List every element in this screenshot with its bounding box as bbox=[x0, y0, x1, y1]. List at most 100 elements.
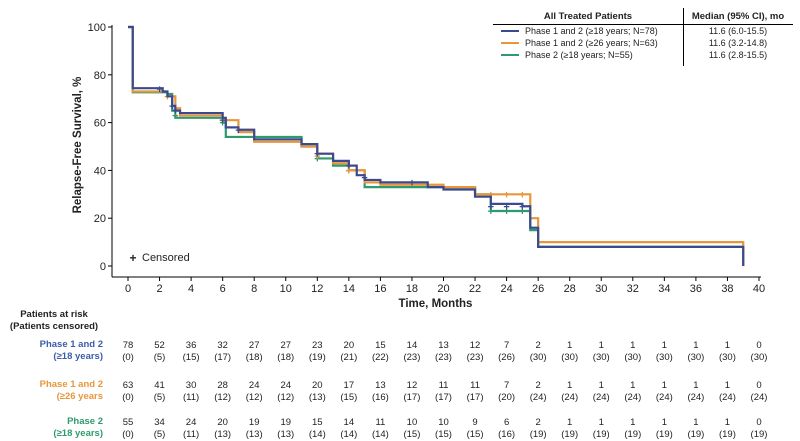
legend-swatch bbox=[501, 42, 519, 44]
x-tick-label: 4 bbox=[188, 283, 194, 295]
risk-at-count: 13 bbox=[375, 380, 386, 391]
legend-entry-median: 11.6 (6.0-15.5) bbox=[708, 26, 768, 36]
risk-censored-count: (14) bbox=[340, 429, 357, 440]
risk-censored-count: (23) bbox=[403, 352, 420, 363]
risk-at-count: 1 bbox=[693, 417, 698, 428]
risk-censored-count: (26) bbox=[498, 352, 515, 363]
risk-censored-count: (0) bbox=[122, 352, 134, 363]
x-tick-label: 30 bbox=[595, 283, 607, 295]
risk-at-count: 7 bbox=[504, 340, 509, 351]
risk-censored-count: (18) bbox=[277, 352, 294, 363]
censored-legend-marker: + bbox=[129, 251, 136, 265]
risk-title-line1: Patients at risk bbox=[20, 309, 88, 320]
y-tick-label: 20 bbox=[94, 213, 106, 225]
censor-mark: + bbox=[519, 206, 525, 218]
risk-at-count: 1 bbox=[599, 340, 604, 351]
risk-at-count: 0 bbox=[756, 417, 761, 428]
risk-at-count: 15 bbox=[312, 417, 323, 428]
y-axis-title: Relapse-Free Survival, % bbox=[72, 77, 84, 214]
risk-censored-count: (21) bbox=[340, 352, 357, 363]
series-line bbox=[128, 25, 745, 266]
censor-mark: + bbox=[314, 149, 320, 161]
risk-censored-count: (17) bbox=[403, 392, 420, 403]
x-tick-label: 38 bbox=[721, 283, 733, 295]
risk-at-count: 1 bbox=[630, 380, 635, 391]
risk-at-count: 11 bbox=[439, 380, 449, 391]
censor-mark: + bbox=[346, 161, 352, 173]
risk-at-count: 32 bbox=[217, 340, 228, 351]
x-tick-label: 20 bbox=[437, 283, 449, 295]
series-line bbox=[128, 25, 745, 266]
risk-at-count: 1 bbox=[662, 380, 667, 391]
risk-at-count: 1 bbox=[599, 380, 604, 391]
risk-censored-count: (24) bbox=[656, 392, 673, 403]
risk-at-count: 7 bbox=[504, 380, 509, 391]
risk-censored-count: (30) bbox=[530, 352, 547, 363]
risk-censored-count: (30) bbox=[624, 352, 641, 363]
risk-at-count: 27 bbox=[280, 340, 291, 351]
censor-mark: + bbox=[169, 101, 175, 113]
risk-censored-count: (5) bbox=[154, 392, 166, 403]
risk-at-count: 14 bbox=[344, 417, 355, 428]
censor-mark: + bbox=[519, 201, 525, 213]
legend-entry: Phase 1 and 2 (≥18 years; N=78) 11.6 (6.… bbox=[493, 25, 793, 37]
censor-mark: + bbox=[219, 118, 225, 130]
risk-censored-count: (30) bbox=[656, 352, 673, 363]
risk-censored-count: (13) bbox=[214, 429, 231, 440]
risk-censored-count: (15) bbox=[183, 352, 200, 363]
legend-swatch bbox=[501, 30, 519, 32]
legend-header: All Treated Patients Median (95% CI), mo bbox=[493, 8, 793, 25]
risk-censored-count: (19) bbox=[719, 429, 736, 440]
risk-censored-count: (15) bbox=[340, 392, 357, 403]
risk-censored-count: (15) bbox=[435, 429, 452, 440]
risk-censored-count: (18) bbox=[246, 352, 263, 363]
risk-censored-count: (24) bbox=[593, 392, 610, 403]
x-tick-label: 22 bbox=[469, 283, 481, 295]
x-tick-label: 16 bbox=[374, 283, 386, 295]
y-tick-label: 100 bbox=[88, 22, 106, 34]
risk-at-count: 1 bbox=[725, 340, 730, 351]
risk-at-count: 20 bbox=[217, 417, 228, 428]
risk-at-count: 20 bbox=[344, 340, 355, 351]
risk-censored-count: (13) bbox=[309, 392, 326, 403]
risk-censored-count: (20) bbox=[498, 392, 515, 403]
risk-at-count: 52 bbox=[154, 340, 165, 351]
risk-at-count: 41 bbox=[154, 380, 165, 391]
x-tick-label: 0 bbox=[125, 283, 131, 295]
risk-at-count: 1 bbox=[567, 340, 572, 351]
risk-table-title: Patients at risk (Patients censored) bbox=[0, 309, 108, 333]
legend-header-median: Median (95% CI), mo bbox=[691, 10, 785, 22]
risk-censored-count: (19) bbox=[561, 429, 578, 440]
risk-censored-count: (22) bbox=[372, 352, 389, 363]
risk-censored-count: (24) bbox=[530, 392, 547, 403]
risk-censored-count: (13) bbox=[246, 429, 263, 440]
x-tick-label: 26 bbox=[532, 283, 544, 295]
risk-at-count: 1 bbox=[693, 340, 698, 351]
risk-at-count: 63 bbox=[123, 380, 134, 391]
risk-group-label-line2: (≥18 years) bbox=[53, 428, 103, 439]
x-tick-label: 10 bbox=[280, 283, 292, 295]
risk-group-label-line1: Phase 2 bbox=[67, 416, 103, 427]
risk-at-count: 78 bbox=[123, 340, 134, 351]
risk-censored-count: (17) bbox=[435, 392, 452, 403]
x-tick-label: 36 bbox=[690, 283, 702, 295]
risk-at-count: 19 bbox=[280, 417, 291, 428]
censor-mark: + bbox=[503, 189, 509, 201]
risk-censored-count: (17) bbox=[214, 352, 231, 363]
risk-censored-count: (24) bbox=[687, 392, 704, 403]
risk-censored-count: (15) bbox=[467, 429, 484, 440]
risk-censored-count: (23) bbox=[467, 352, 484, 363]
censor-mark: + bbox=[519, 189, 525, 201]
risk-at-count: 1 bbox=[630, 340, 635, 351]
x-tick-label: 28 bbox=[564, 283, 576, 295]
risk-at-count: 23 bbox=[312, 340, 323, 351]
risk-censored-count: (15) bbox=[403, 429, 420, 440]
x-tick-label: 34 bbox=[658, 283, 670, 295]
x-tick-label: 14 bbox=[343, 283, 355, 295]
legend-swatch bbox=[501, 54, 519, 56]
risk-at-count: 34 bbox=[154, 417, 165, 428]
y-tick-label: 40 bbox=[94, 165, 106, 177]
legend-header-group: All Treated Patients bbox=[543, 10, 633, 22]
risk-censored-count: (17) bbox=[467, 392, 484, 403]
